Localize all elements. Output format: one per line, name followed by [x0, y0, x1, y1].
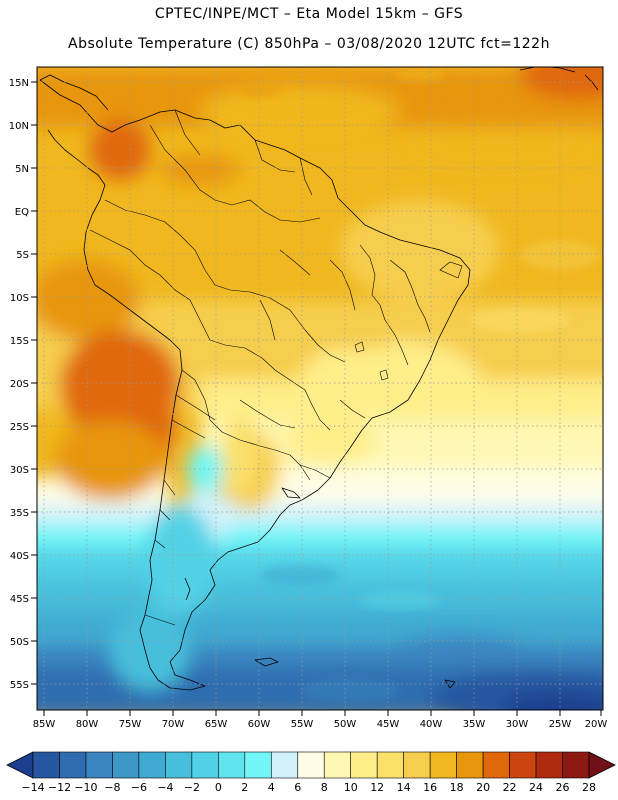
colorbar-label: 0: [215, 781, 222, 794]
lat-label: 20S: [10, 379, 29, 390]
colorbar-swatch: [403, 751, 431, 779]
colorbar-swatch: [456, 751, 484, 779]
lat-label: 30S: [10, 465, 29, 476]
colorbar-swatch: [350, 751, 378, 779]
lon-label: 25W: [549, 719, 572, 730]
colorbar-arrow-high: [588, 751, 616, 779]
colorbar-label: 16: [423, 781, 437, 794]
colorbar-label: −8: [104, 781, 120, 794]
lat-label: EQ: [15, 207, 29, 218]
lon-label: 85W: [33, 719, 56, 730]
lat-label: 10S: [10, 293, 29, 304]
colorbar-label: 4: [268, 781, 275, 794]
colorbar-swatch: [323, 751, 352, 779]
lat-label: 45S: [10, 594, 29, 605]
colorbar-label: 26: [556, 781, 570, 794]
lon-label: 35W: [463, 719, 486, 730]
chart-title-line2: Absolute Temperature (C) 850hPa – 03/08/…: [68, 36, 550, 52]
colorbar-swatch: [270, 751, 299, 779]
colorbar-swatch: [562, 751, 590, 779]
colorbar-swatch: [191, 751, 219, 779]
colorbar-label: 28: [582, 781, 596, 794]
lat-label: 35S: [10, 508, 29, 519]
lon-label: 55W: [291, 719, 314, 730]
colorbar-label: 20: [476, 781, 490, 794]
colorbar-label: −12: [48, 781, 71, 794]
lat-label: 15S: [10, 336, 29, 347]
country-borders: [89, 109, 431, 626]
colorbar-swatch: [429, 751, 457, 779]
lon-label: 60W: [248, 719, 271, 730]
colorbar-label: −10: [74, 781, 97, 794]
colorbar-swatch: [85, 751, 113, 779]
chart-title-line1: CPTEC/INPE/MCT – Eta Model 15km – GFS: [154, 6, 464, 22]
lon-label: 50W: [334, 719, 357, 730]
lat-label: 5N: [15, 164, 29, 175]
colorbar: −14 −12 −10 −8 −6 −4 −2 0 2 4 6 8 10 12 14 16 18 20 22 24 26…: [6, 751, 616, 794]
colorbar-arrow-low: [6, 751, 34, 779]
longitude-labels: 85W 80W 75W 70W 65W 60W 55W 50W 45W 40W …: [33, 719, 608, 730]
lon-label: 65W: [205, 719, 228, 730]
colorbar-label: 18: [450, 781, 464, 794]
colorbar-swatch: [112, 751, 140, 779]
colorbar-swatch: [244, 751, 272, 779]
lat-label: 5S: [16, 250, 29, 261]
colorbar-label: 6: [294, 781, 301, 794]
colorbar-label: −14: [21, 781, 44, 794]
lat-label: 50S: [10, 637, 29, 648]
lon-label: 70W: [162, 719, 185, 730]
colorbar-swatch: [482, 751, 510, 779]
axis-ticks: [31, 81, 602, 716]
coastline: [39, 67, 599, 691]
colorbar-swatch: [59, 751, 87, 779]
colorbar-label: 24: [529, 781, 543, 794]
lon-label: 80W: [76, 719, 99, 730]
lon-label: 40W: [420, 719, 443, 730]
lat-label: 25S: [10, 422, 29, 433]
temperature-field: [37, 67, 603, 710]
lon-label: 75W: [119, 719, 142, 730]
colorbar-swatch: [32, 751, 60, 779]
graticule: [37, 67, 603, 710]
colorbar-swatch: [297, 751, 325, 779]
map-frame: [36, 66, 604, 711]
colorbar-label: 22: [503, 781, 517, 794]
latitude-labels: 15N 10N 5N EQ 5S 10S 15S 20S 25S 30S 35S…: [9, 78, 29, 691]
colorbar-label: 2: [241, 781, 248, 794]
colorbar-label: 10: [344, 781, 358, 794]
lon-label: 30W: [506, 719, 529, 730]
colorbar-label: 14: [397, 781, 411, 794]
lat-label: 15N: [9, 78, 29, 89]
colorbar-swatch: [165, 751, 193, 779]
lat-label: 40S: [10, 551, 29, 562]
lat-label: 10N: [9, 121, 29, 132]
lat-label: 55S: [10, 680, 29, 691]
colorbar-label: 12: [370, 781, 384, 794]
colorbar-label: −6: [131, 781, 147, 794]
colorbar-swatch: [509, 751, 537, 779]
lon-label: 20W: [585, 719, 608, 730]
colorbar-label: −4: [157, 781, 173, 794]
colorbar-swatch: [535, 751, 563, 779]
colorbar-label: 8: [321, 781, 328, 794]
colorbar-swatch: [218, 751, 246, 779]
lon-label: 45W: [377, 719, 400, 730]
colorbar-label: −2: [184, 781, 200, 794]
colorbar-swatch: [376, 751, 404, 779]
colorbar-swatch: [138, 751, 166, 779]
